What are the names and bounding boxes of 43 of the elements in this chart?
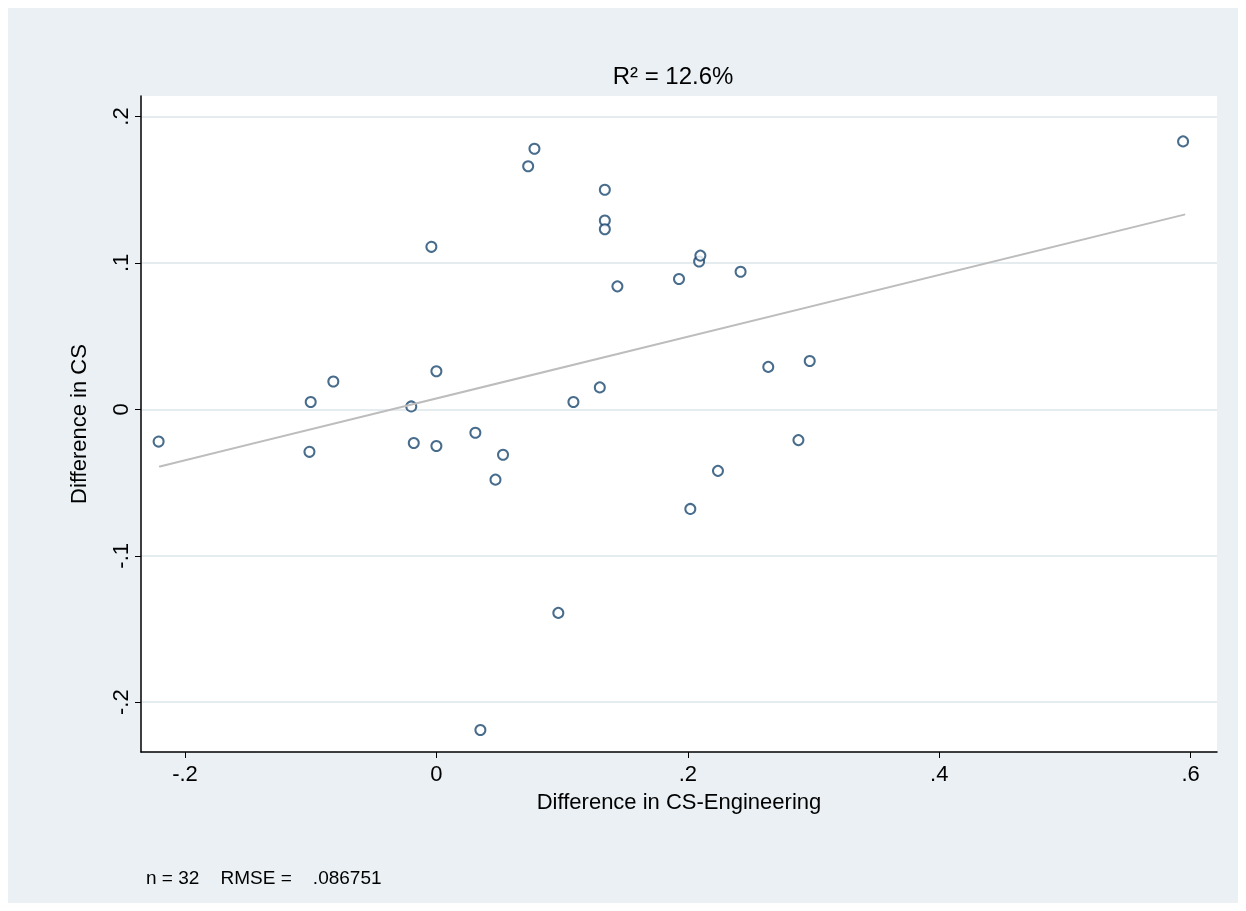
y-tick-label: .1 [107, 253, 133, 273]
y-tick-label: -.2 [107, 689, 133, 716]
point [694, 249, 707, 262]
point [803, 355, 816, 368]
x-axis-title: Difference in CS-Engineering [536, 788, 822, 814]
point [552, 606, 565, 619]
x-tick-label: .4 [930, 760, 949, 786]
point [611, 280, 624, 293]
x-tick-label: .6 [1181, 760, 1200, 786]
point [598, 223, 611, 236]
chart-title: R² = 12.6% [612, 61, 734, 89]
point [430, 439, 443, 452]
point [673, 273, 685, 286]
point [425, 240, 438, 253]
y-tick-label: .2 [107, 107, 133, 126]
point [327, 375, 340, 388]
y-tick-label: -.1 [107, 542, 133, 569]
point [304, 396, 317, 409]
x-tick-label: -.2 [172, 760, 198, 786]
point [528, 142, 541, 155]
point [407, 437, 420, 450]
point [792, 434, 805, 447]
point [762, 360, 775, 373]
text: n = 32 RMSE = .086751 [146, 867, 382, 888]
point [1177, 135, 1190, 148]
point [734, 265, 747, 278]
y-tick-label: 0 [107, 403, 133, 416]
point [430, 365, 443, 378]
point [303, 445, 316, 458]
x-tick-label: 0 [430, 760, 443, 786]
x-tick-label: .2 [678, 760, 697, 786]
point [567, 396, 580, 409]
point [469, 426, 482, 439]
y-axis-title: Difference in CS [65, 344, 91, 504]
point [593, 381, 606, 394]
point [711, 464, 724, 477]
point [474, 724, 487, 737]
point [598, 183, 611, 196]
point [489, 473, 502, 486]
point [152, 435, 165, 448]
point [497, 448, 510, 461]
point [522, 160, 535, 173]
point [684, 502, 697, 515]
